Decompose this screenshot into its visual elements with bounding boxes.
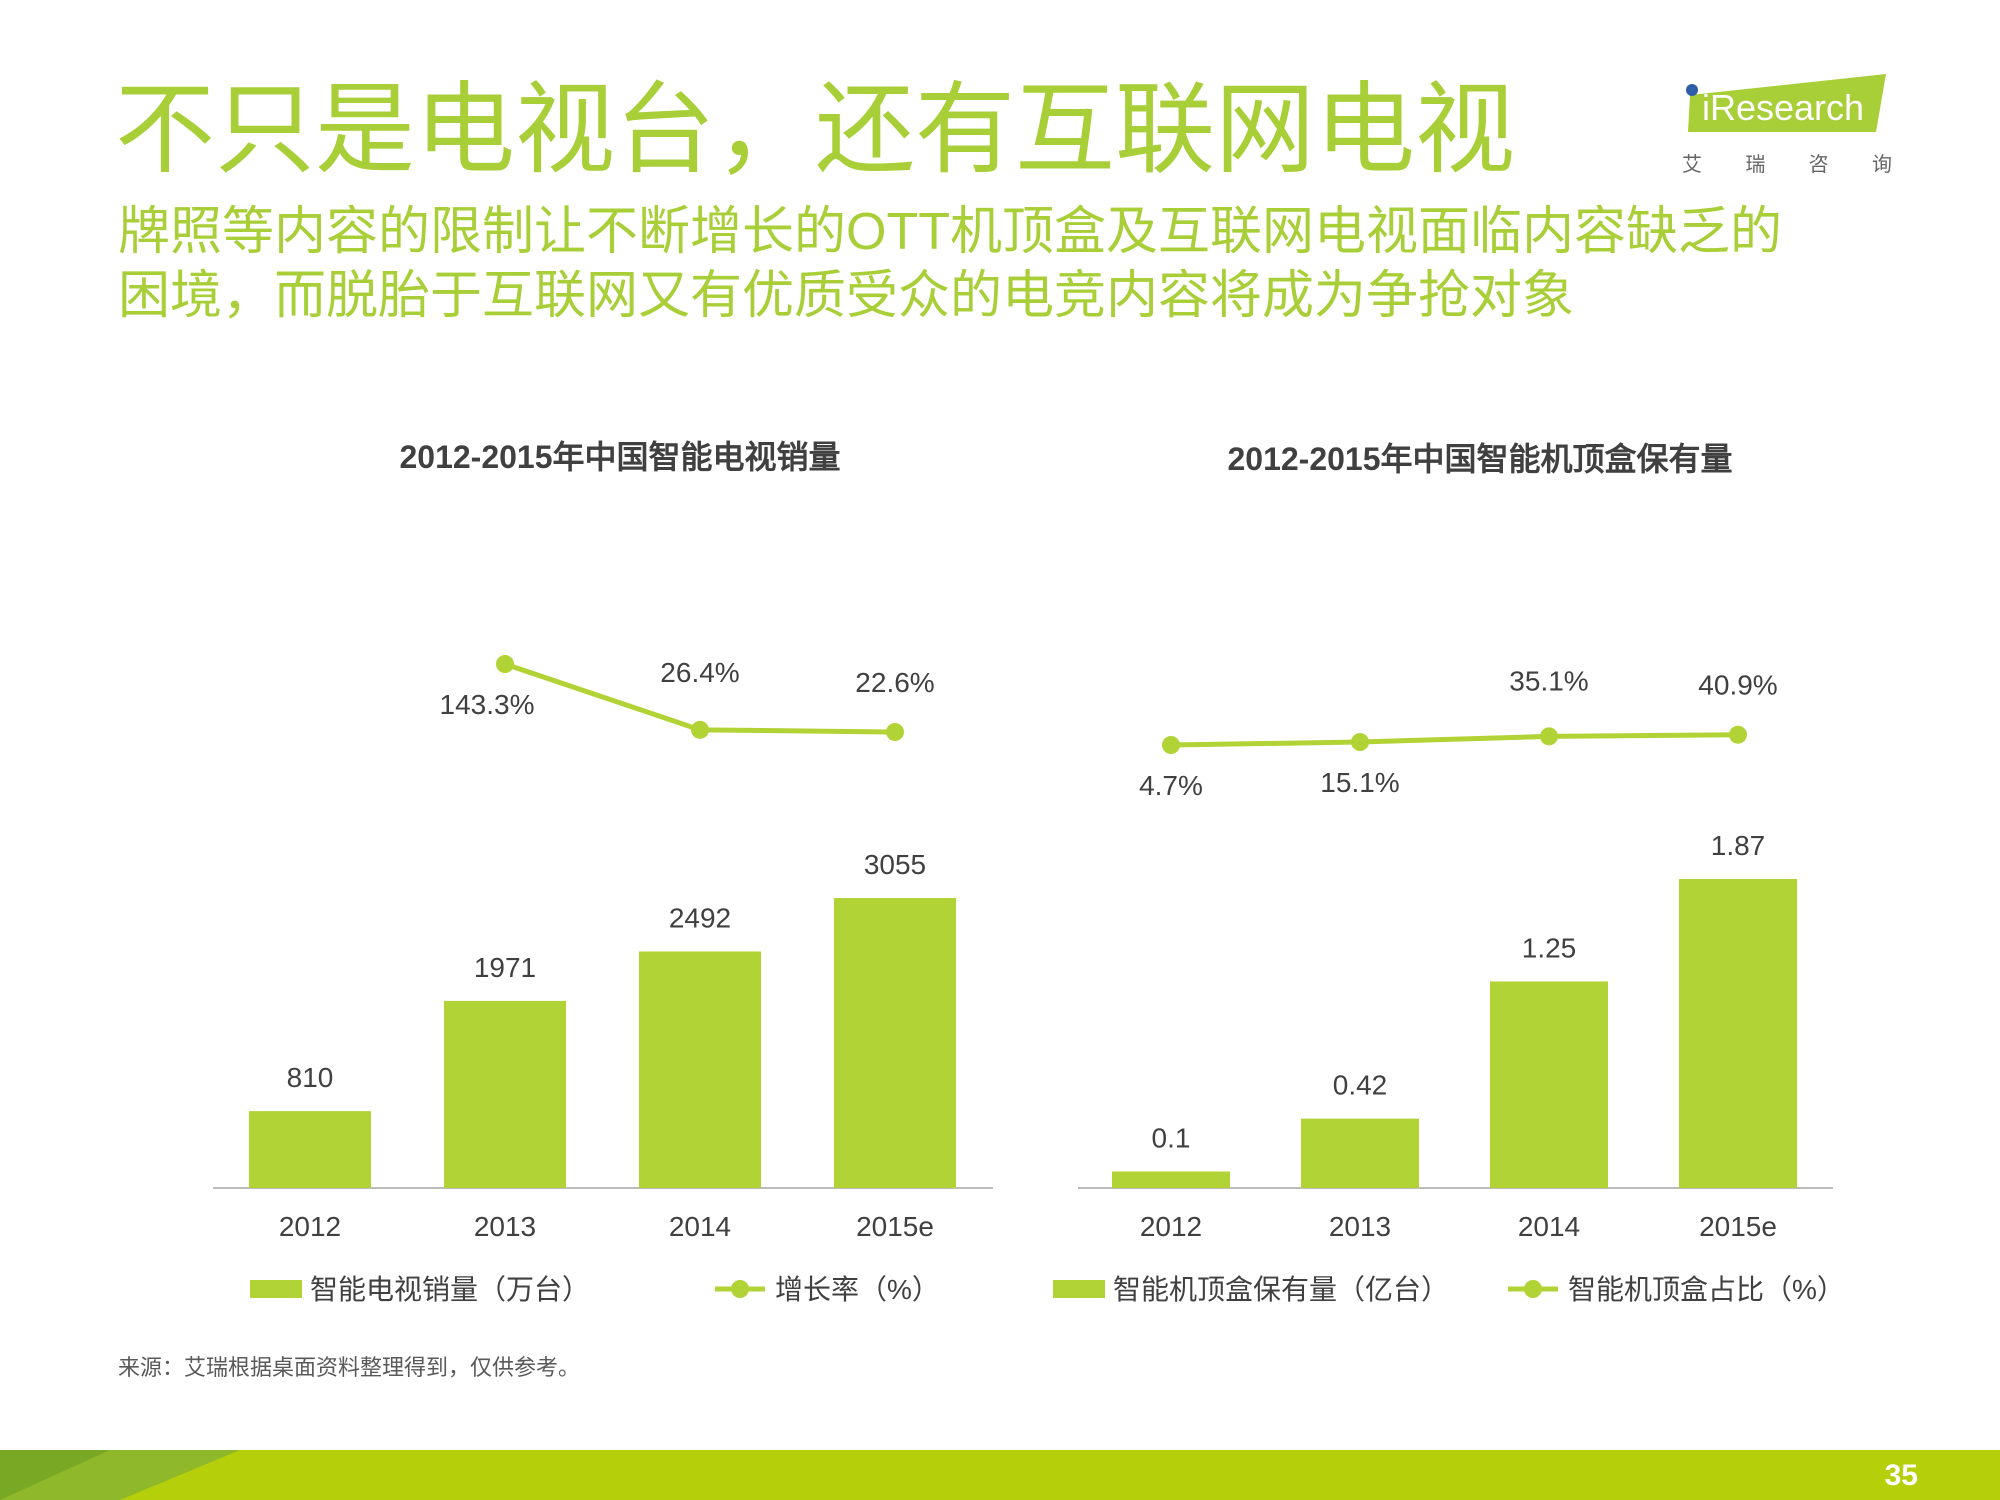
legend-bar-label: 智能电视销量（万台） <box>310 1274 590 1305</box>
x-tick-label: 2012 <box>279 1211 341 1242</box>
growth-line <box>1170 732 1739 748</box>
x-tick-label: 2015e <box>1699 1211 1777 1242</box>
chart-title-set-top-box: 2012-2015年中国智能机顶盒保有量 <box>1227 441 1733 477</box>
bar <box>834 898 956 1188</box>
logo-brand-text: iResearch <box>1702 87 1864 128</box>
x-tick-label: 2014 <box>1518 1211 1580 1242</box>
chart-title-smart-tv: 2012-2015年中国智能电视销量 <box>399 439 841 475</box>
logo-chinese: 艾 瑞 咨 询 <box>1682 148 1892 177</box>
line-point <box>691 720 709 739</box>
bar <box>249 1111 371 1188</box>
page-title: 不只是电视台，还有互联网电视 <box>115 74 1515 186</box>
bar <box>1490 981 1608 1188</box>
logo-char-1: 艾 <box>1682 154 1702 176</box>
legend-bar-label: 智能机顶盒保有量（亿台） <box>1113 1274 1449 1305</box>
logo-char-4: 询 <box>1871 154 1892 176</box>
line-value-label: 143.3% <box>440 689 535 720</box>
legend-line-marker <box>1524 1280 1542 1298</box>
subtitle-line-1: 牌照等内容的限制让不断增长的OTT机顶盒及互联网电视面临内容缺乏的 <box>118 203 1782 261</box>
bar-value-label: 1971 <box>474 952 536 983</box>
footer-bar <box>0 1450 2000 1500</box>
bar <box>1679 879 1797 1188</box>
bar-value-label: 1.25 <box>1522 932 1577 963</box>
logo-char-3: 咨 <box>1808 154 1829 176</box>
page-number: 35 <box>1884 1459 1918 1492</box>
line-value-label: 15.1% <box>1320 767 1399 798</box>
line-point <box>1729 725 1747 744</box>
legend-bar-swatch <box>250 1280 302 1298</box>
bar-value-label: 0.42 <box>1333 1070 1388 1101</box>
charts-area: 810 2012 1971 2013 2492 2014 3055 2015e 143.3% 26… <box>213 655 1845 1305</box>
x-tick-label: 2013 <box>1329 1211 1391 1242</box>
bar-value-label: 0.1 <box>1152 1122 1191 1153</box>
line-point <box>1162 736 1180 754</box>
bar <box>639 951 761 1188</box>
logo-char-2: 瑞 <box>1745 154 1766 176</box>
legend-line-marker <box>731 1280 749 1298</box>
legend-bar-swatch <box>1053 1280 1105 1298</box>
bar <box>1301 1118 1419 1188</box>
bar <box>1112 1171 1230 1188</box>
x-tick-label: 2012 <box>1140 1211 1202 1242</box>
page-subtitle: 牌照等内容的限制让不断增长的OTT机顶盒及互联网电视面临内容缺乏的 困境，而脱胎… <box>118 200 1918 328</box>
line-value-label: 22.6% <box>855 667 934 698</box>
line-point <box>1351 733 1369 752</box>
bar-value-label: 3055 <box>864 849 926 880</box>
iresearch-logo: iResearch <box>1686 74 1886 132</box>
bar-value-label: 1.87 <box>1711 830 1766 861</box>
footer-accent <box>0 1450 240 1500</box>
line-value-label: 40.9% <box>1698 670 1777 701</box>
line-point <box>496 655 514 674</box>
line-point <box>1540 727 1558 746</box>
legend-line-label: 智能机顶盒占比（%） <box>1568 1274 1845 1305</box>
subtitle-line-2: 困境，而脱胎于互联网又有优质受众的电竞内容将成为争抢对象 <box>118 267 1575 325</box>
x-tick-label: 2015e <box>856 1211 934 1242</box>
line-value-label: 26.4% <box>660 657 739 688</box>
line-value-label: 4.7% <box>1139 770 1203 801</box>
source-note: 来源：艾瑞根据桌面资料整理得到，仅供参考。 <box>118 1355 581 1380</box>
x-tick-label: 2014 <box>669 1211 731 1242</box>
bar-value-label: 810 <box>287 1062 334 1093</box>
legend-line-label: 增长率（%） <box>775 1274 940 1305</box>
bar-value-label: 2492 <box>669 902 731 933</box>
x-tick-label: 2013 <box>474 1211 536 1242</box>
line-value-label: 35.1% <box>1509 665 1588 696</box>
bar <box>444 1000 566 1188</box>
line-point <box>886 723 904 741</box>
